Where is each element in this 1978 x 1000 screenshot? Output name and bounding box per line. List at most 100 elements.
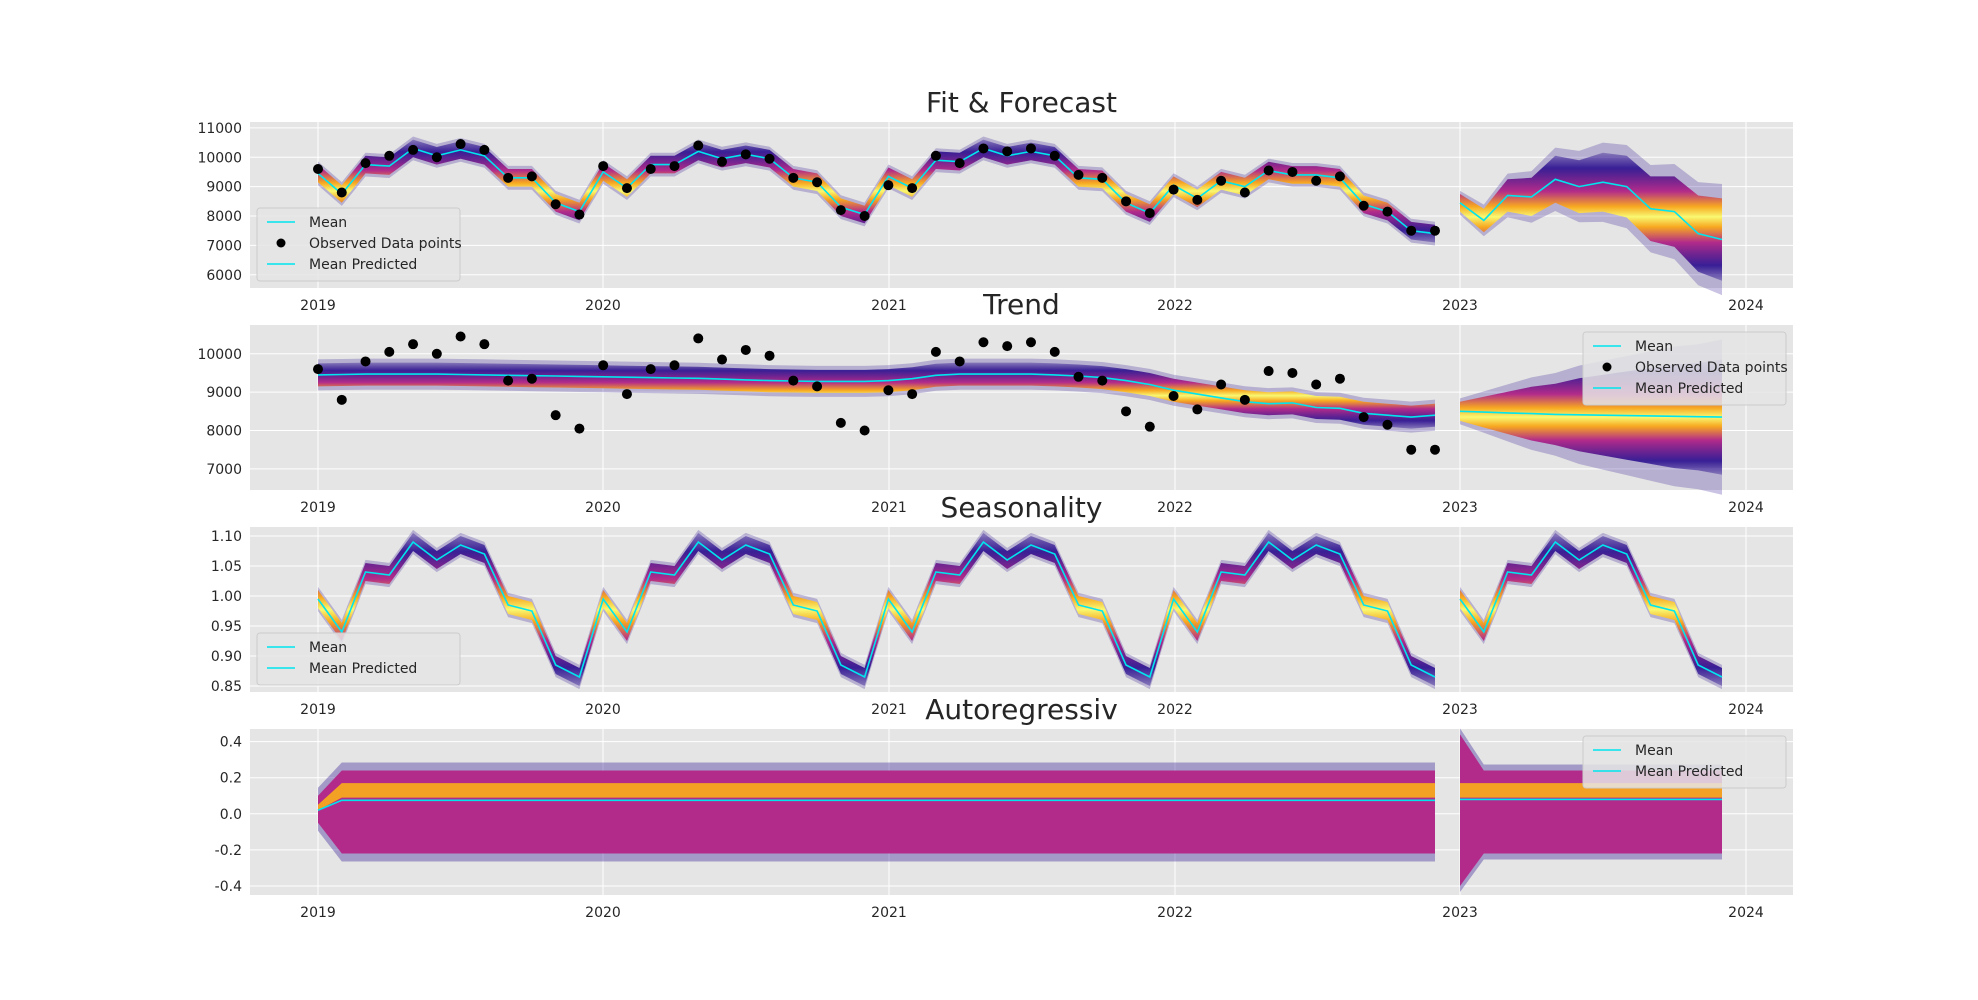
observed-point bbox=[621, 389, 632, 400]
observed-point bbox=[669, 161, 680, 172]
observed-point bbox=[740, 149, 751, 160]
legend-entry: Mean bbox=[1635, 339, 1673, 355]
x-tick-label: 2024 bbox=[1728, 500, 1764, 516]
legend-entry: Mean bbox=[1635, 743, 1673, 759]
x-tick-label: 2021 bbox=[871, 905, 907, 921]
observed-point bbox=[883, 180, 894, 191]
observed-point bbox=[1216, 379, 1227, 390]
x-tick-label: 2021 bbox=[871, 500, 907, 516]
observed-point bbox=[1406, 444, 1417, 455]
observed-point bbox=[455, 331, 466, 342]
observed-point bbox=[835, 417, 846, 428]
panel-title: Fit & Forecast bbox=[926, 86, 1117, 119]
x-tick-label: 2019 bbox=[300, 702, 336, 718]
observed-point bbox=[693, 333, 704, 344]
observed-point bbox=[1263, 366, 1274, 377]
observed-point bbox=[1358, 200, 1369, 211]
y-tick-label: 1.10 bbox=[211, 529, 242, 545]
legend: Mean Observed Data points Mean Predicted bbox=[256, 207, 462, 282]
observed-point bbox=[1144, 208, 1155, 219]
legend-marker-observed bbox=[276, 238, 286, 248]
observed-point bbox=[526, 373, 537, 384]
observed-point bbox=[645, 364, 656, 375]
legend-entry: Mean Predicted bbox=[309, 661, 417, 677]
fit-band-core bbox=[318, 783, 1435, 811]
y-tick-label: 11000 bbox=[197, 121, 242, 137]
observed-point bbox=[764, 153, 775, 164]
x-tick-label: 2020 bbox=[585, 905, 621, 921]
y-tick-label: 1.00 bbox=[211, 589, 242, 605]
x-tick-label: 2022 bbox=[1157, 500, 1193, 516]
observed-point bbox=[788, 172, 799, 183]
x-tick-label: 2023 bbox=[1442, 500, 1478, 516]
y-tick-label: -0.2 bbox=[215, 843, 242, 859]
series-group bbox=[317, 529, 1723, 690]
observed-point bbox=[1025, 143, 1036, 154]
panel-title: Seasonality bbox=[941, 491, 1103, 524]
legend-entry: Mean bbox=[309, 215, 347, 231]
legend-marker-observed bbox=[1602, 362, 1612, 372]
observed-point bbox=[621, 183, 632, 194]
forecast-band bbox=[1460, 533, 1722, 686]
observed-point bbox=[1334, 171, 1345, 182]
x-tick-label: 2019 bbox=[300, 500, 336, 516]
x-tick-label: 2020 bbox=[585, 500, 621, 516]
legend-entry: Mean bbox=[309, 640, 347, 656]
observed-point bbox=[764, 350, 775, 361]
observed-point bbox=[1049, 150, 1060, 161]
observed-point bbox=[1097, 375, 1108, 386]
observed-point bbox=[1263, 165, 1274, 176]
observed-point bbox=[384, 346, 395, 357]
observed-point bbox=[1239, 187, 1250, 198]
observed-point bbox=[978, 337, 989, 348]
y-tick-label: 6000 bbox=[206, 268, 242, 284]
observed-point bbox=[313, 364, 323, 375]
observed-point bbox=[526, 171, 537, 182]
panel-2: 7000 8000 9000 10000 2019 2020 2021 2022 2023 202… bbox=[197, 288, 1793, 516]
y-tick-label: 0.85 bbox=[211, 679, 242, 695]
observed-point bbox=[336, 394, 347, 405]
series-group bbox=[313, 331, 1723, 495]
y-tick-label: 9000 bbox=[206, 385, 242, 401]
observed-point bbox=[1430, 225, 1440, 236]
observed-point bbox=[479, 339, 490, 350]
x-tick-label: 2020 bbox=[585, 702, 621, 718]
legend-entry: Mean Predicted bbox=[1635, 381, 1743, 397]
y-tick-label: 7000 bbox=[206, 462, 242, 478]
observed-point bbox=[883, 385, 894, 396]
fit-mean-line bbox=[317, 540, 1436, 679]
observed-point bbox=[360, 158, 371, 169]
observed-point bbox=[1002, 341, 1013, 352]
observed-point bbox=[1239, 394, 1250, 405]
legend: Mean Mean Predicted bbox=[256, 632, 461, 686]
x-tick-label: 2024 bbox=[1728, 298, 1764, 314]
observed-point bbox=[360, 356, 371, 367]
observed-point bbox=[812, 177, 823, 188]
x-tick-label: 2022 bbox=[1157, 298, 1193, 314]
observed-point bbox=[978, 143, 989, 154]
observed-point bbox=[907, 389, 918, 400]
observed-point bbox=[1311, 379, 1322, 390]
panel-title: Autoregressiv bbox=[925, 693, 1118, 726]
observed-point bbox=[1334, 373, 1345, 384]
observed-point bbox=[1287, 367, 1298, 378]
x-tick-label: 2020 bbox=[585, 298, 621, 314]
observed-point bbox=[835, 205, 846, 216]
observed-point bbox=[812, 381, 823, 392]
y-tick-label: 0.0 bbox=[220, 807, 242, 823]
x-tick-label: 2023 bbox=[1442, 905, 1478, 921]
observed-point bbox=[455, 139, 466, 150]
y-tick-label: 7000 bbox=[206, 238, 242, 254]
x-tick-label: 2023 bbox=[1442, 298, 1478, 314]
y-tick-label: 0.95 bbox=[211, 619, 242, 635]
observed-point bbox=[859, 425, 870, 436]
fit-band bbox=[318, 770, 1435, 854]
observed-point bbox=[1358, 412, 1369, 423]
observed-point bbox=[954, 356, 965, 367]
observed-point bbox=[431, 152, 442, 163]
observed-point bbox=[788, 375, 799, 386]
legend-entry: Observed Data points bbox=[1635, 360, 1788, 376]
observed-point bbox=[1311, 175, 1322, 186]
observed-point bbox=[693, 140, 704, 151]
